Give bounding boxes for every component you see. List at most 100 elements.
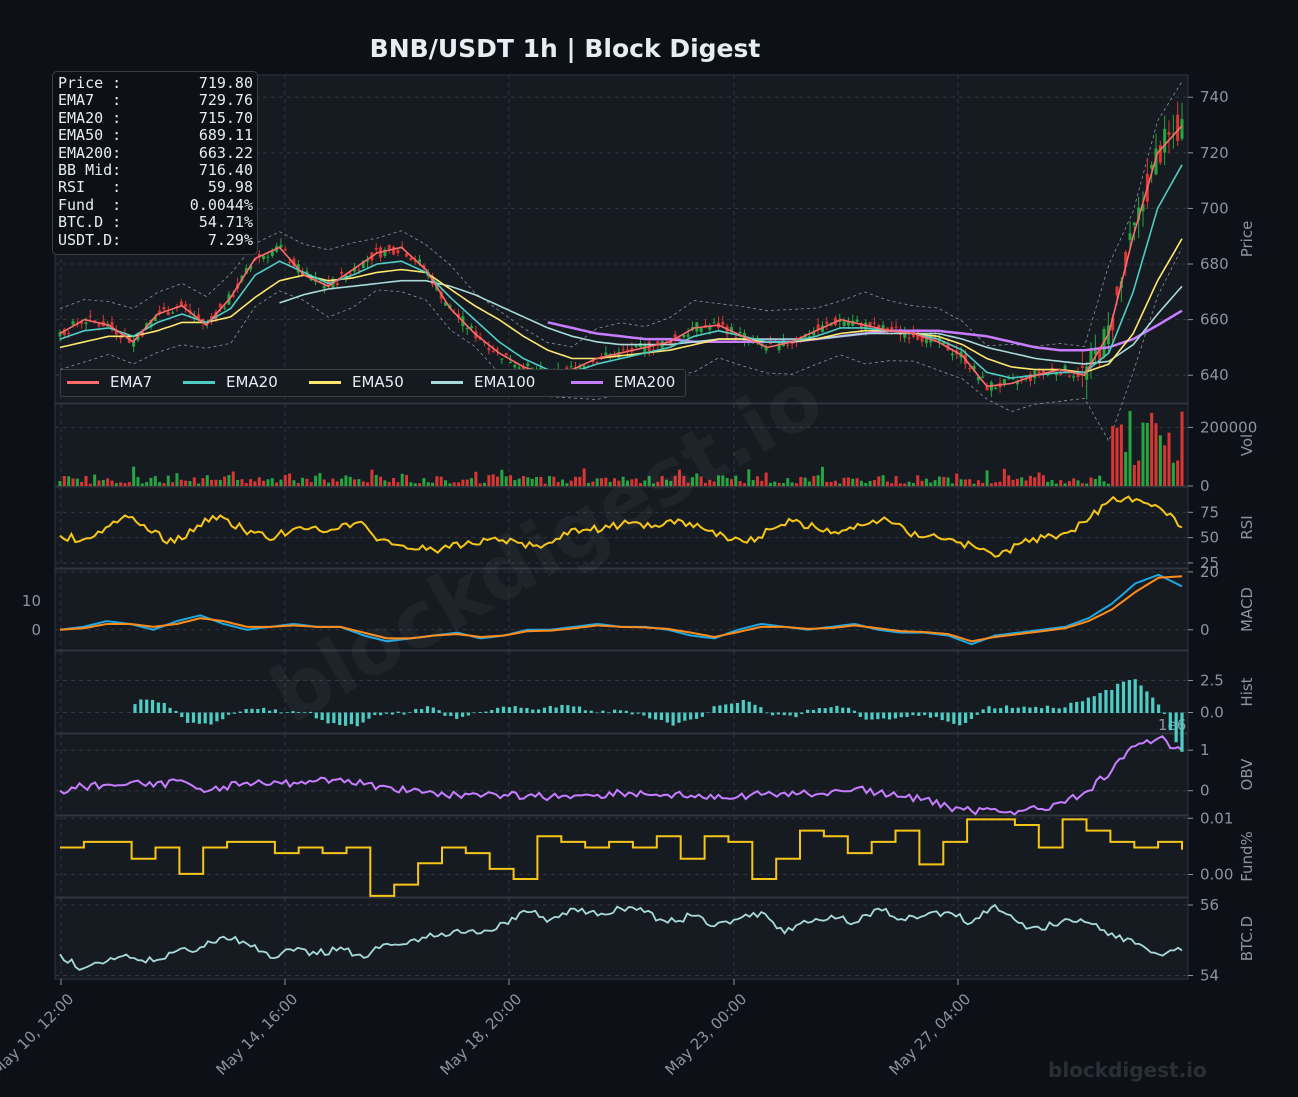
volume-bar [734,475,738,486]
histogram-bar [156,702,160,713]
histogram-bar [823,708,827,713]
y-axis-label-btcd: BTC.D [1238,916,1256,961]
volume-bar [1085,483,1089,486]
volume-bar [963,479,967,486]
candle-body [526,363,530,367]
candle-body [582,365,586,369]
histogram-bar [928,712,933,718]
volume-bar [1176,460,1180,486]
candle-body [621,349,625,351]
candle-body [405,253,409,257]
volume-bar [1028,475,1032,486]
histogram-bar [981,709,985,713]
legend-swatch [571,381,603,384]
volume-bar [1141,422,1145,486]
candle-body [786,344,790,346]
candle-body [231,294,235,297]
volume-bar [504,476,508,486]
histogram-bar [665,712,669,723]
volume-bar [569,480,573,486]
volume-bar [807,481,811,486]
candle-body [110,321,114,328]
volume-bar [630,479,634,486]
histogram-bar [168,707,172,713]
volume-bar [344,475,348,486]
info-label: USDT.D: [58,230,122,249]
histogram-bar [577,706,582,713]
histogram-bar [343,712,348,726]
histogram-bar [139,699,143,713]
volume-bar [1102,481,1106,486]
y-tick-label: 700 [1200,199,1229,217]
histogram-bar [180,712,184,718]
volume-bar [764,472,768,486]
series-signal [59,575,1183,643]
volume-bar [881,475,885,486]
volume-bar [210,479,214,486]
histogram-bar [1104,689,1108,713]
histogram-bar [490,710,494,713]
volume-bar [1011,479,1015,486]
histogram-bar [946,712,950,722]
candle-body [634,344,638,348]
volume-bar [751,480,755,486]
volume-bar [790,482,794,486]
candle-body [483,341,487,343]
volume-bar [708,479,712,486]
info-value: 7.29% [207,230,253,249]
volume-bar [699,476,703,486]
histogram-bar [700,712,704,717]
histogram-bar [735,702,740,713]
histogram-bar [186,712,190,723]
volume-bar [1050,480,1054,486]
candle-body [1111,317,1115,331]
volume-bar [781,482,785,486]
legend-label: EMA7 [110,373,153,391]
histogram-bar [1086,697,1091,713]
y-tick-label: 640 [1200,366,1229,384]
histogram-bar [232,712,237,714]
candle-body [288,262,292,264]
histogram-bar [221,712,225,720]
histogram-bar [267,710,272,713]
volume-bar [777,482,781,486]
volume-bar [153,476,157,486]
candle-body [283,248,287,251]
volume-bar [721,475,725,486]
volume-bar [643,480,647,486]
volume-bar [145,481,149,486]
candle-body [97,324,101,327]
volume-bar [227,474,231,486]
volume-bar [894,476,898,486]
volume-bar [413,483,417,486]
candle-body [62,329,66,336]
candle-body [1093,349,1097,355]
histogram-bar [396,711,400,713]
volume-bar [1128,410,1132,486]
legend-swatch [309,381,341,384]
volume-bar [842,477,846,486]
candle-body [270,250,274,256]
series-rsi [59,495,1183,558]
candle-body [942,341,946,345]
candle-body [613,354,617,358]
histogram-bar [1075,701,1079,713]
candle-body [708,326,712,330]
histogram-bar [987,706,991,713]
candle-body [1085,366,1089,380]
volume-bar [322,479,326,486]
candle-body [244,268,248,274]
histogram-bar [1040,708,1044,713]
candle-body [487,347,491,351]
info-label: RSI : [58,178,122,197]
candle-body [825,321,829,324]
volume-bar [981,482,985,486]
volume-bar [998,481,1002,486]
volume-bar [435,476,439,486]
volume-bar [513,480,517,486]
histogram-bar [203,712,207,724]
volume-bar [773,481,777,486]
histogram-bar [297,712,301,713]
histogram-bar [759,707,763,713]
histogram-bar [782,712,786,716]
